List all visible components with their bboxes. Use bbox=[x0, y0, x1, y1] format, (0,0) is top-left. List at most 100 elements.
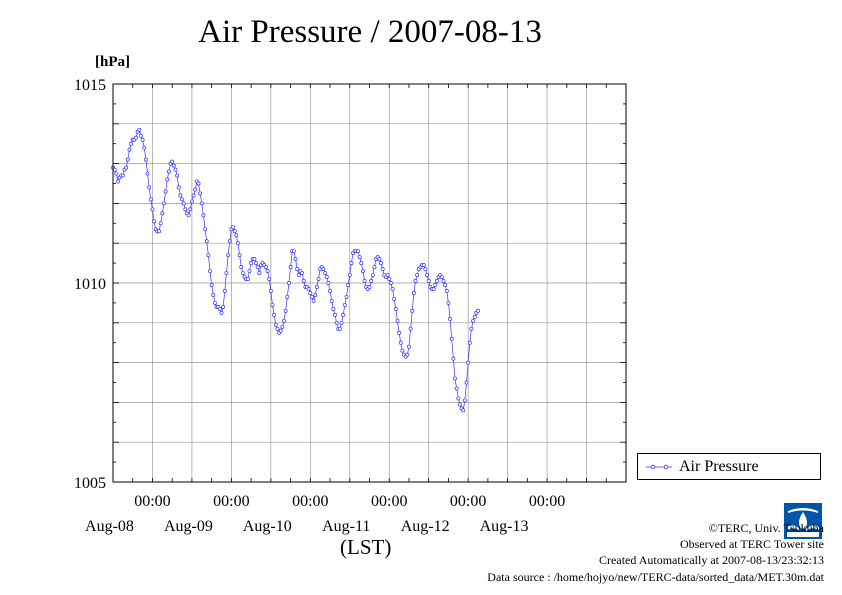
data-point bbox=[370, 273, 375, 277]
data-point bbox=[176, 185, 181, 190]
data-point bbox=[324, 275, 329, 279]
data-point bbox=[300, 271, 305, 275]
y-tick-label: 1015 bbox=[74, 77, 106, 94]
data-point bbox=[237, 253, 242, 258]
data-point bbox=[193, 187, 198, 192]
legend-line-marker-icon bbox=[646, 464, 672, 470]
data-point bbox=[203, 227, 208, 232]
data-point bbox=[377, 257, 382, 262]
data-point bbox=[212, 300, 217, 305]
data-point bbox=[114, 171, 119, 176]
data-point bbox=[191, 193, 196, 198]
terc-logo-icon bbox=[784, 503, 822, 539]
data-point bbox=[138, 133, 143, 138]
data-point bbox=[134, 135, 138, 140]
data-point bbox=[467, 340, 472, 345]
legend: Air Pressure bbox=[637, 453, 821, 480]
data-point bbox=[166, 169, 171, 174]
data-point bbox=[341, 312, 346, 317]
data-point bbox=[152, 219, 157, 224]
data-point bbox=[385, 273, 390, 277]
data-point bbox=[275, 326, 280, 331]
data-point bbox=[199, 201, 204, 206]
credit-created: Created Automatically at 2007-08-13/23:3… bbox=[599, 553, 824, 568]
data-point bbox=[217, 306, 222, 311]
data-point bbox=[211, 292, 216, 297]
data-point bbox=[222, 289, 227, 293]
data-point bbox=[379, 261, 383, 266]
data-point bbox=[280, 324, 285, 329]
data-point bbox=[189, 199, 194, 204]
data-point bbox=[112, 167, 117, 172]
data-point bbox=[162, 201, 166, 206]
data-point bbox=[425, 273, 429, 277]
data-point bbox=[339, 320, 344, 325]
chart-title: Air Pressure / 2007-08-13 bbox=[198, 14, 542, 50]
data-point bbox=[410, 308, 415, 313]
y-axis-unit: [hPa] bbox=[95, 54, 130, 70]
data-point bbox=[120, 173, 125, 178]
x-tick-date-label: Aug-13 bbox=[480, 518, 529, 535]
data-point bbox=[115, 179, 120, 184]
data-point bbox=[127, 147, 132, 152]
data-point bbox=[372, 265, 377, 270]
data-point bbox=[331, 306, 336, 311]
x-tick-date-label: Aug-10 bbox=[243, 518, 292, 535]
data-point bbox=[397, 330, 402, 335]
credit-site: Observed at TERC Tower site bbox=[679, 537, 824, 552]
data-point bbox=[311, 298, 316, 303]
data-point bbox=[163, 189, 168, 194]
data-point bbox=[204, 239, 209, 244]
data-point bbox=[314, 285, 319, 289]
data-point bbox=[270, 302, 275, 307]
data-point bbox=[462, 398, 467, 403]
credits: ©TERC, Univ. Tsukuba Observed at TERC To… bbox=[487, 520, 824, 585]
data-point bbox=[390, 287, 395, 291]
data-point bbox=[150, 207, 155, 212]
data-point bbox=[446, 300, 451, 305]
data-point bbox=[178, 193, 183, 198]
data-point bbox=[158, 221, 163, 226]
data-point bbox=[392, 296, 397, 301]
data-point bbox=[413, 279, 418, 283]
data-point bbox=[369, 279, 374, 283]
data-point bbox=[157, 229, 161, 234]
data-point bbox=[160, 211, 165, 216]
data-point bbox=[291, 249, 296, 254]
data-point bbox=[405, 352, 410, 357]
data-point bbox=[451, 356, 456, 361]
data-point bbox=[388, 281, 393, 285]
data-point bbox=[461, 408, 466, 413]
data-point bbox=[273, 322, 278, 327]
data-point bbox=[313, 292, 318, 297]
data-point bbox=[227, 239, 232, 244]
y-tick-label: 1005 bbox=[74, 475, 106, 492]
data-point bbox=[321, 267, 326, 272]
data-point bbox=[173, 167, 178, 172]
data-point bbox=[288, 265, 293, 270]
air-pressure-series bbox=[111, 127, 480, 413]
data-point bbox=[219, 310, 224, 315]
data-point bbox=[221, 304, 226, 309]
data-point bbox=[171, 163, 176, 168]
data-point bbox=[240, 271, 245, 275]
data-point bbox=[393, 306, 398, 311]
data-point bbox=[129, 141, 134, 146]
data-point bbox=[469, 326, 474, 331]
data-point bbox=[165, 177, 170, 182]
data-point bbox=[310, 294, 314, 299]
data-point bbox=[472, 314, 477, 319]
data-point bbox=[272, 312, 277, 317]
data-point bbox=[180, 197, 185, 202]
data-point bbox=[326, 281, 331, 285]
data-point bbox=[395, 318, 400, 323]
credit-source: Data source : /home/hojyo/new/TERC-data/… bbox=[487, 569, 824, 584]
data-point bbox=[283, 308, 288, 313]
data-point bbox=[293, 257, 298, 262]
data-point bbox=[306, 287, 311, 291]
x-tick-date-label: Aug-09 bbox=[164, 518, 213, 535]
legend-label: Air Pressure bbox=[679, 458, 759, 475]
data-point bbox=[349, 261, 354, 266]
data-point bbox=[137, 127, 142, 132]
data-point bbox=[231, 225, 235, 230]
